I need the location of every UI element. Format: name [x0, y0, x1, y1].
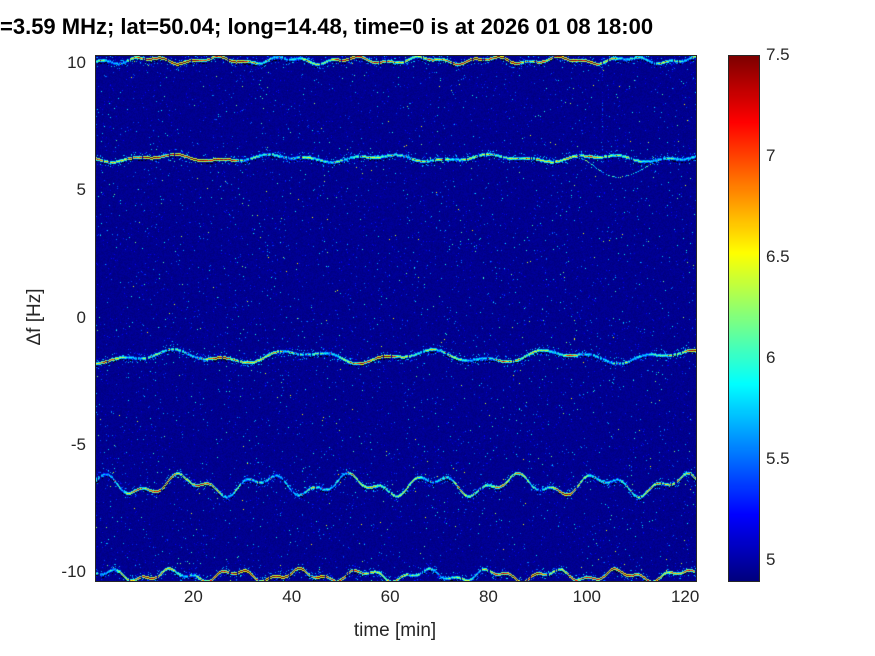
y-tick-label: 0	[76, 307, 86, 327]
colorbar-tick-label: 7	[766, 145, 776, 165]
heatmap-canvas	[95, 55, 697, 582]
x-axis-label: time [min]	[353, 620, 437, 641]
colorbar-tick-label: 5.5	[766, 448, 790, 468]
x-tick-label: 80	[478, 587, 498, 606]
x-tick-label: 60	[380, 587, 400, 606]
colorbar-tick-label: 7.5	[766, 45, 790, 64]
colorbar-tick-label: 6.5	[766, 246, 790, 266]
x-tick-label: 20	[183, 587, 203, 606]
y-tick-label: 10	[67, 52, 86, 72]
y-tick-label: -5	[70, 434, 86, 454]
chart-title: =3.59 MHz; lat=50.04; long=14.48, time=0…	[0, 14, 654, 39]
colorbar-tick-label: 5	[766, 549, 776, 569]
y-tick-label: 5	[76, 180, 86, 200]
y-tick-label: -10	[61, 562, 86, 582]
x-tick-label: 120	[670, 587, 700, 606]
x-tick-label: 100	[572, 587, 601, 606]
x-tick-label: 40	[282, 587, 302, 606]
colorbar-tick-label: 6	[766, 347, 776, 367]
colorbar-canvas	[728, 55, 760, 582]
